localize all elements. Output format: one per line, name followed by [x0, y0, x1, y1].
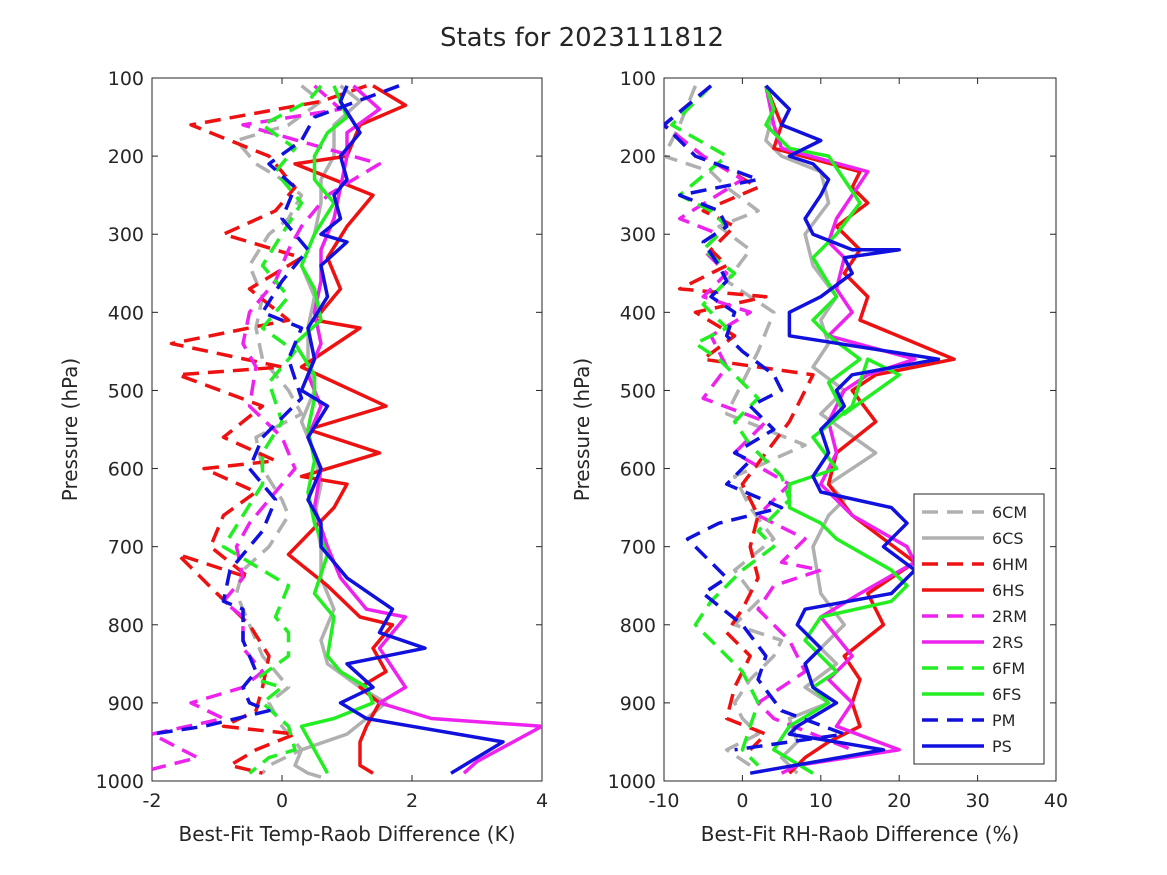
y-tick-label: 900 — [620, 693, 656, 715]
legend-label-pm: PM — [992, 711, 1015, 730]
y-axis-label: Pressure (hPa) — [58, 358, 82, 501]
temp-panel: -2 0 2 4 100 200 300 400 500 600 700 800 900 1000 Best… — [58, 68, 548, 846]
series-line-6hm — [664, 84, 815, 752]
y-tick-label: 700 — [620, 537, 656, 559]
legend-label-2rs: 2RS — [992, 633, 1023, 652]
y-tick-label: 800 — [108, 615, 144, 637]
series-line-pm — [152, 84, 400, 736]
series-line-pm — [664, 84, 847, 752]
legend-label-6cs: 6CS — [992, 529, 1024, 548]
legend: 6CM 6CS 6HM 6HS 2RM 2RS 6FM 6FS PM PS — [913, 493, 1045, 765]
y-tick-label: 300 — [108, 224, 144, 246]
y-tick-label: 600 — [108, 459, 144, 481]
series-group — [152, 84, 542, 779]
series-group — [664, 84, 956, 775]
x-tick-label: -10 — [648, 790, 679, 812]
series-line-6fm — [670, 84, 792, 767]
y-tick-label: 700 — [108, 537, 144, 559]
x-tick-label: 40 — [1044, 790, 1068, 812]
y-tick-label: 400 — [620, 302, 656, 324]
y-tick-label: 500 — [620, 380, 656, 402]
y-tick-label: 900 — [108, 693, 144, 715]
legend-label-2rm: 2RM — [992, 607, 1027, 626]
series-line-6cs — [764, 85, 878, 775]
series-line-6hs — [764, 85, 956, 775]
x-tick-label: 10 — [809, 790, 833, 812]
x-axis-label: Best-Fit RH-Raob Difference (%) — [701, 822, 1020, 846]
legend-box — [913, 493, 1045, 765]
legend-label-6cm: 6CM — [992, 503, 1027, 522]
x-axis-label: Best-Fit Temp-Raob Difference (K) — [178, 822, 515, 846]
series-line-ps — [299, 85, 505, 775]
y-tick-label: 100 — [620, 68, 656, 90]
x-tick-label: 4 — [536, 790, 548, 812]
rh-panel: -10 0 10 20 30 40 100 200 300 400 500 600 700 800 900 1… — [570, 68, 1068, 846]
figure-title: Stats for 2023111812 — [440, 23, 724, 53]
y-tick-label: 600 — [620, 459, 656, 481]
series-line-2rm — [664, 84, 853, 752]
y-tick-label: 400 — [108, 302, 144, 324]
y-tick-label: 500 — [108, 380, 144, 402]
x-tick-label: 2 — [406, 790, 418, 812]
y-axis-label: Pressure (hPa) — [570, 358, 594, 501]
y-tick-label: 300 — [620, 224, 656, 246]
x-tick-label: 20 — [887, 790, 911, 812]
legend-label-ps: PS — [992, 737, 1012, 756]
series-line-ps — [749, 84, 941, 775]
x-tick-label: 0 — [276, 790, 288, 812]
x-tick-label: -2 — [143, 790, 162, 812]
x-tick-label: 0 — [736, 790, 748, 812]
y-tick-label: 200 — [108, 146, 144, 168]
series-line-6fs — [764, 85, 909, 775]
legend-label-6fm: 6FM — [992, 659, 1025, 678]
series-line-6hs — [286, 84, 408, 775]
x-tick-label: 30 — [966, 790, 990, 812]
legend-label-6hs: 6HS — [992, 581, 1024, 600]
legend-label-6hm: 6HM — [992, 555, 1028, 574]
series-line-6fm — [221, 84, 323, 775]
series-line-2rm — [152, 84, 382, 771]
legend-label-6fs: 6FS — [992, 685, 1021, 704]
y-tick-label: 200 — [620, 146, 656, 168]
y-tick-label: 100 — [108, 68, 144, 90]
y-tick-label: 800 — [620, 615, 656, 637]
series-line-6cs — [293, 84, 388, 779]
y-tick-label: 1000 — [96, 771, 144, 793]
y-tick-label: 1000 — [608, 771, 656, 793]
